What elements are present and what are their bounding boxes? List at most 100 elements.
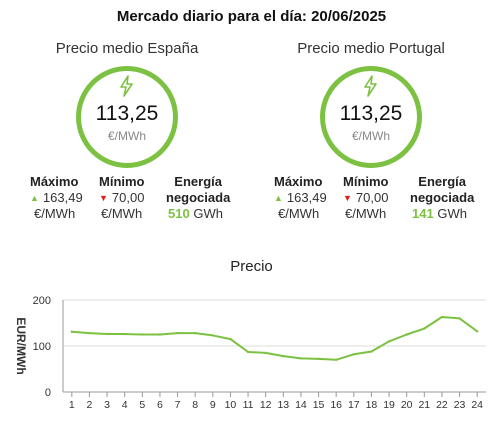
page-title: Mercado diario para el día: 20/06/2025 xyxy=(116,8,387,25)
data-point xyxy=(405,333,408,336)
x-tick-label: 1 xyxy=(69,399,75,411)
y-axis-label: EUR/MWh xyxy=(14,317,28,374)
stats-row: Máximo ▲ 163,49 €/MWh Mínimo ▼ 70,00 €/MWh… xyxy=(256,174,486,234)
data-point xyxy=(387,340,391,343)
energy-label-1: Energía xyxy=(174,174,222,189)
lightning-bolt-icon xyxy=(325,75,417,102)
x-tick-label: 17 xyxy=(348,399,360,411)
region-label: Precio medio Portugal xyxy=(297,40,445,57)
x-tick-label: 3 xyxy=(104,399,110,411)
x-tick-label: 20 xyxy=(401,399,413,411)
data-point xyxy=(458,317,461,320)
x-tick-label: 14 xyxy=(295,399,307,411)
x-tick-label: 18 xyxy=(366,399,378,411)
min-unit: €/MWh xyxy=(101,206,143,221)
data-point xyxy=(105,332,109,336)
x-tick-label: 21 xyxy=(418,399,430,411)
average-price-circle: 113,25 €/MWh xyxy=(320,66,422,168)
lightning-bolt-icon xyxy=(81,75,173,102)
x-tick-label: 10 xyxy=(225,399,237,411)
data-point xyxy=(141,333,144,336)
price-series-line xyxy=(71,316,478,361)
min-value: 70,00 xyxy=(111,190,145,205)
max-label: Máximo xyxy=(274,174,323,189)
energy-label-2: negociada xyxy=(410,190,475,205)
x-tick-label: 11 xyxy=(243,399,254,411)
region-portugal: Precio medio Portugal 113,25 €/MWh Máxim… xyxy=(256,40,486,234)
data-point xyxy=(299,357,303,360)
data-point xyxy=(123,332,126,336)
energy-value: 510 xyxy=(168,206,190,221)
max-stat: Máximo ▲ 163,49 €/MWh xyxy=(274,174,327,222)
min-label: Mínimo xyxy=(99,174,145,189)
data-point xyxy=(352,353,356,356)
x-tick-label: 4 xyxy=(122,399,128,411)
x-tick-label: 6 xyxy=(157,399,163,411)
average-price-unit: €/MWh xyxy=(107,129,146,143)
energy-unit: GWh xyxy=(437,206,467,221)
data-point xyxy=(334,358,338,361)
x-tick-label: 22 xyxy=(436,399,448,411)
x-tick-label: 9 xyxy=(210,399,216,411)
y-tick-label: 0 xyxy=(45,387,51,399)
x-tick-label: 13 xyxy=(277,399,289,411)
energy-label-1: Energía xyxy=(418,174,466,189)
data-point xyxy=(475,330,479,333)
x-tick-label: 19 xyxy=(383,399,395,411)
y-tick-label: 100 xyxy=(33,341,51,353)
max-unit: €/MWh xyxy=(34,206,76,221)
energy-stat: Energía negociada 141 GWh xyxy=(410,174,474,222)
max-value: 163,49 xyxy=(286,190,327,205)
data-point xyxy=(158,333,162,336)
x-tick-label: 12 xyxy=(260,399,272,411)
data-point xyxy=(264,351,267,355)
min-unit: €/MWh xyxy=(345,206,387,221)
max-value: 163,49 xyxy=(42,190,83,205)
max-stat: Máximo ▲ 163,49 €/MWh xyxy=(30,174,83,222)
x-tick-label: 8 xyxy=(192,399,198,411)
max-unit: €/MWh xyxy=(278,206,320,221)
data-point xyxy=(70,330,74,333)
min-label: Mínimo xyxy=(343,174,389,189)
region-spain: Precio medio España 113,25 €/MWh Máximo … xyxy=(12,40,242,234)
x-tick-label: 2 xyxy=(87,399,93,411)
min-value: 70,00 xyxy=(355,190,389,205)
data-point xyxy=(176,331,179,335)
data-point xyxy=(193,331,197,335)
average-price-circle: 113,25 €/MWh xyxy=(76,66,178,168)
data-point xyxy=(440,315,444,319)
x-tick-label: 7 xyxy=(175,399,181,411)
region-label: Precio medio España xyxy=(55,40,199,57)
energy-value: 141 xyxy=(412,206,434,221)
y-tick-label: 200 xyxy=(33,295,51,307)
data-point xyxy=(246,350,250,354)
triangle-down-icon: ▼ xyxy=(99,193,108,203)
data-point xyxy=(88,331,91,335)
min-stat: Mínimo ▼ 70,00 €/MWh xyxy=(99,174,145,222)
energy-label-2: negociada xyxy=(166,190,231,205)
triangle-up-icon: ▲ xyxy=(274,193,283,203)
min-stat: Mínimo ▼ 70,00 €/MWh xyxy=(343,174,389,222)
data-point xyxy=(282,354,285,358)
average-price-unit: €/MWh xyxy=(351,129,390,143)
data-point xyxy=(370,350,373,353)
data-point xyxy=(229,337,232,341)
max-label: Máximo xyxy=(30,174,79,189)
average-price-value: 113,25 xyxy=(95,102,159,125)
average-price-value: 113,25 xyxy=(339,102,403,125)
x-tick-label: 5 xyxy=(139,399,145,411)
energy-unit: GWh xyxy=(193,206,223,221)
energy-stat: Energía negociada 510 GWh xyxy=(166,174,230,222)
x-tick-label: 23 xyxy=(454,399,466,411)
triangle-up-icon: ▲ xyxy=(30,193,39,203)
x-tick-label: 15 xyxy=(313,399,325,411)
chart-title: Precio xyxy=(230,258,273,275)
data-point xyxy=(211,334,215,337)
data-point xyxy=(317,357,320,361)
data-point xyxy=(423,327,426,330)
triangle-down-icon: ▼ xyxy=(343,193,352,203)
stats-row: Máximo ▲ 163,49 €/MWh Mínimo ▼ 70,00 €/MWh… xyxy=(12,174,242,234)
x-tick-label: 24 xyxy=(471,399,483,411)
x-tick-label: 16 xyxy=(330,399,342,411)
